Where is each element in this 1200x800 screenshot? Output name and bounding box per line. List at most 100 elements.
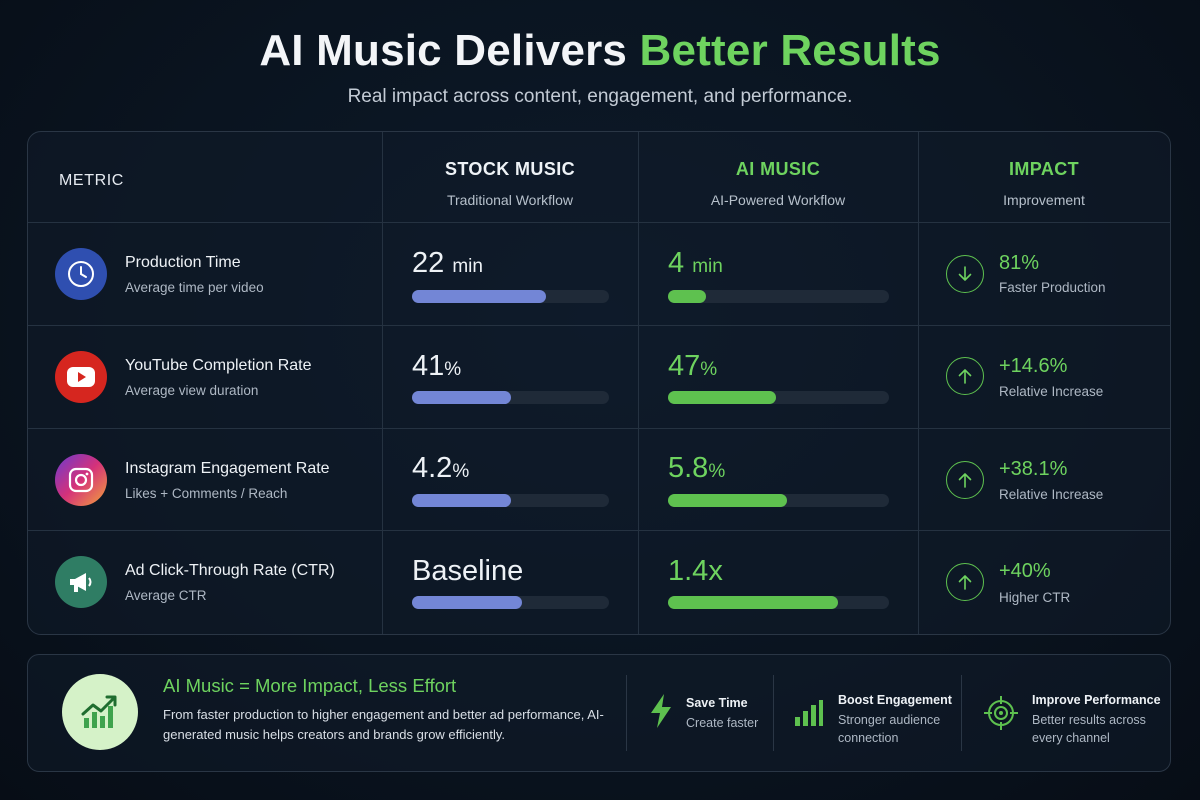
metric-name: YouTube Completion Rate [125,357,312,374]
column-divider [638,132,639,634]
page-title: AI Music Delivers Better Results [0,26,1200,76]
footer-item-sub: Create faster [686,716,759,730]
impact-value: +14.6% [999,355,1068,377]
stock-column-header: STOCK MUSIC Traditional Workflow [382,159,638,208]
stock-bar [412,494,609,507]
growth-chart-icon [62,674,138,750]
ai-value-unit: % [700,359,718,380]
title-part-white: AI Music Delivers [259,26,628,75]
ai-value-number: 1.4x [668,555,723,587]
row-divider [28,326,1170,429]
row-divider [28,223,1170,326]
footer-divider [773,675,774,751]
impact-value: 81% [999,252,1040,274]
stock-value-unit: % [452,461,470,482]
stock-bar [412,290,609,303]
ai-bar [668,290,889,303]
impact-label: Relative Increase [999,487,1104,502]
megaphone-icon [55,556,107,608]
stock-value-unit: % [444,359,462,380]
footer-item-sub: Stronger audience connection [838,713,941,745]
instagram-icon [55,454,107,506]
ai-value-number: 47 [668,350,701,382]
stock-bar [412,391,609,404]
ai-value: 4 min [668,247,723,280]
metric-sub: Average time per video [125,280,264,295]
ai-bar-fill [668,494,788,507]
arrow-up-icon [946,461,984,499]
footer-item-title: Save Time [686,696,748,710]
ai-column-header: AI MUSIC AI-Powered Workflow [638,159,918,208]
footer-divider [961,675,962,751]
bars-icon [794,699,824,732]
stock-value: 41% [412,350,461,383]
stock-bar [412,596,609,609]
column-divider [918,132,919,634]
impact-header-title: IMPACT [1008,159,1080,179]
stock-value-number: 4.2 [412,452,453,484]
ai-value-unit: min [692,256,723,277]
impact-label: Faster Production [999,280,1106,295]
footer-divider [626,675,627,751]
metric-sub: Average view duration [125,383,259,398]
stock-value-number: Baseline [412,555,524,587]
ai-bar-fill [668,391,777,404]
ai-bar [668,494,889,507]
target-icon [983,695,1019,736]
stock-value-number: 41 [412,350,445,382]
stock-bar-fill [412,596,523,609]
ai-value: 5.8% [668,452,725,485]
metric-name: Ad Click-Through Rate (CTR) [125,562,335,579]
arrow-down-icon [946,255,984,293]
lightning-icon [648,693,674,734]
stock-header-title: STOCK MUSIC [444,159,576,179]
footer-body: From faster production to higher engagem… [163,707,604,742]
metric-name: Instagram Engagement Rate [125,460,330,477]
ai-value: 47% [668,350,717,383]
footer-item-title: Improve Performance [1032,693,1161,707]
ai-bar [668,391,889,404]
summary-footer: AI Music = More Impact, Less Effort From… [27,654,1171,772]
ai-bar [668,596,889,609]
impact-header-sub: Improvement [1003,192,1085,208]
metric-sub: Average CTR [125,588,207,603]
youtube-icon [55,351,107,403]
row-divider [28,429,1170,531]
ai-bar-fill [668,290,706,303]
comparison-table: METRIC STOCK MUSIC Traditional Workflow … [27,131,1171,635]
metric-name: Production Time [125,254,241,271]
footer-item-sub: Better results across every channel [1032,713,1146,745]
ai-value: 1.4x [668,555,723,588]
impact-column-header: IMPACT Improvement [918,159,1170,208]
stock-value: 22 min [412,247,483,280]
arrow-up-icon [946,357,984,395]
ai-bar-fill [668,596,839,609]
page-subtitle: Real impact across content, engagement, … [347,86,853,107]
footer-headline: AI Music = More Impact, Less Effort [163,675,457,696]
ai-value-unit: % [708,461,726,482]
clock-icon [55,248,107,300]
title-part-green: Better Results [639,26,941,75]
ai-value-number: 5.8 [668,452,709,484]
metric-sub: Likes + Comments / Reach [125,486,288,501]
ai-value-number: 4 [668,247,685,279]
impact-value: +38.1% [999,458,1068,480]
stock-bar-fill [412,494,511,507]
stock-value: Baseline [412,555,523,588]
column-divider [382,132,383,634]
arrow-up-icon [946,563,984,601]
stock-value: 4.2% [412,452,469,485]
stock-value-unit: min [452,256,483,277]
stock-bar-fill [412,391,511,404]
impact-value: +40% [999,560,1051,582]
ai-header-sub: AI-Powered Workflow [710,192,846,208]
header-row [28,132,1170,223]
ai-header-title: AI MUSIC [735,159,821,179]
impact-label: Relative Increase [999,384,1104,399]
stock-bar-fill [412,290,546,303]
stock-value-number: 22 [412,247,445,279]
impact-label: Higher CTR [999,590,1071,605]
metric-column-header: METRIC [59,172,124,189]
footer-item-title: Boost Engagement [838,693,952,707]
stock-header-sub: Traditional Workflow [446,192,574,208]
